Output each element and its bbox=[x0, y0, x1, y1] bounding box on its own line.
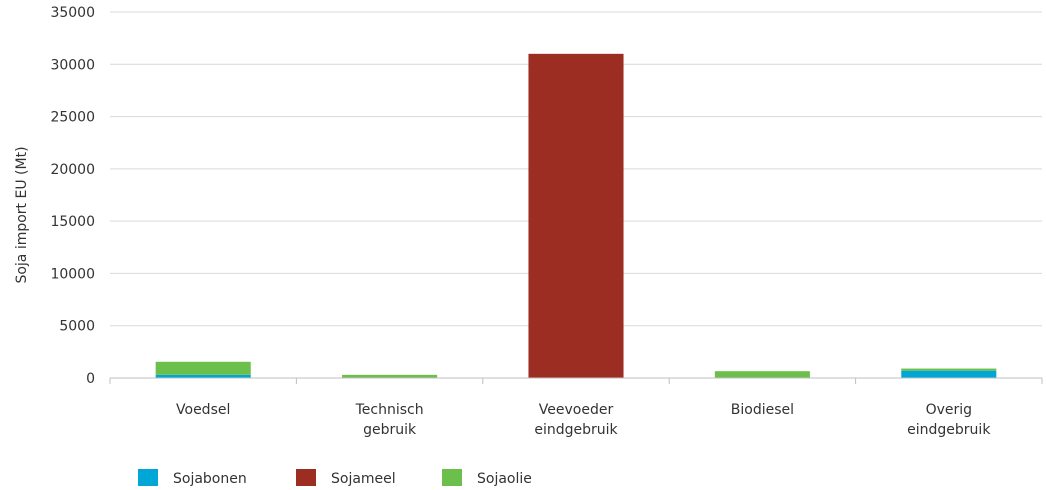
bar-sojaolie-4 bbox=[901, 368, 997, 371]
bar-sojaolie-0 bbox=[155, 361, 251, 375]
bar-sojabonen-4 bbox=[901, 370, 997, 378]
bar-sojaolie-3 bbox=[714, 371, 810, 378]
legend-label-sojabonen: Sojabonen bbox=[173, 471, 247, 487]
legend-swatch-sojaolie bbox=[442, 469, 462, 486]
x-axis-labels: Voedsel Technisch gebruik Veevoeder eindgebr… bbox=[176, 402, 991, 438]
bar-sojaolie-1 bbox=[342, 374, 438, 378]
x-category-label: Voedsel bbox=[176, 402, 230, 418]
y-tick-label: 25000 bbox=[50, 110, 95, 126]
legend-label-sojaolie: Sojaolie bbox=[477, 471, 532, 487]
bars bbox=[155, 53, 997, 378]
y-tick-label: 10000 bbox=[50, 266, 95, 282]
legend-label-sojameel: Sojameel bbox=[331, 471, 396, 487]
y-axis-title: Soja import EU (Mt) bbox=[14, 146, 30, 283]
x-category-label: Veevoeder bbox=[539, 402, 614, 418]
bar-sojameel-2 bbox=[528, 53, 624, 378]
x-category-label: gebruik bbox=[363, 422, 417, 438]
y-tick-label: 5000 bbox=[59, 319, 95, 335]
x-category-label: eindgebruik bbox=[907, 422, 991, 438]
x-axis bbox=[109, 377, 1043, 384]
y-tick-label: 0 bbox=[86, 371, 95, 387]
x-category-label: Technisch bbox=[355, 402, 424, 418]
legend: Sojabonen Sojameel Sojaolie bbox=[138, 469, 532, 487]
y-tick-label: 35000 bbox=[50, 5, 95, 21]
y-axis-ticks: 0 5000 10000 15000 20000 25000 30000 35000 bbox=[50, 5, 95, 387]
bar-sojabonen-0 bbox=[155, 374, 251, 378]
legend-swatch-sojameel bbox=[296, 469, 316, 486]
x-category-label: Biodiesel bbox=[731, 402, 794, 418]
y-tick-label: 20000 bbox=[50, 162, 95, 178]
x-category-label: Overig bbox=[926, 402, 972, 418]
y-tick-label: 15000 bbox=[50, 214, 95, 230]
x-category-label: eindgebruik bbox=[534, 422, 618, 438]
y-tick-label: 30000 bbox=[50, 57, 95, 73]
legend-swatch-sojabonen bbox=[138, 469, 158, 486]
